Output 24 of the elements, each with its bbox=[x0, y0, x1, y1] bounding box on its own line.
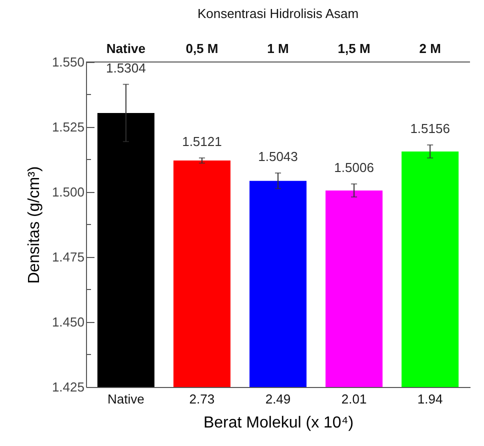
y-tick-label: 1.450 bbox=[52, 314, 84, 330]
text: 1 M bbox=[267, 41, 289, 56]
text: 2 M bbox=[419, 41, 441, 56]
text: Native bbox=[106, 41, 146, 56]
y-tick-label: 1.475 bbox=[52, 250, 84, 264]
y-tick-label: 1.500 bbox=[52, 184, 84, 200]
data-label: 1.5043 bbox=[258, 149, 298, 164]
data-label: 1.5304 bbox=[106, 60, 146, 76]
x-tick-label: 2.01 bbox=[341, 392, 367, 406]
text: 1,5 M bbox=[338, 41, 370, 56]
x-tick-label: Native bbox=[107, 392, 144, 406]
x-tick-label: 1.94 bbox=[417, 392, 443, 406]
x2-axis-title: Konsentrasi Hidrolisis Asam bbox=[197, 6, 359, 21]
data-label: 1.5156 bbox=[410, 120, 450, 136]
y-tick-label: 1.550 bbox=[52, 54, 84, 70]
data-label: 1.5006 bbox=[334, 160, 374, 175]
text: 0,5 M bbox=[186, 41, 218, 56]
y-axis-title: Densitas (g/cm³) bbox=[26, 166, 43, 284]
data-label: 1.5121 bbox=[182, 134, 222, 149]
x-axis-title: Berat Molekul (x 10⁴) bbox=[203, 414, 354, 432]
y-tick-label: 1.425 bbox=[52, 380, 84, 394]
x-tick-label: 2.73 bbox=[189, 392, 215, 406]
y-tick-label: 1.525 bbox=[52, 120, 84, 134]
x-tick-label: 2.49 bbox=[265, 392, 291, 406]
